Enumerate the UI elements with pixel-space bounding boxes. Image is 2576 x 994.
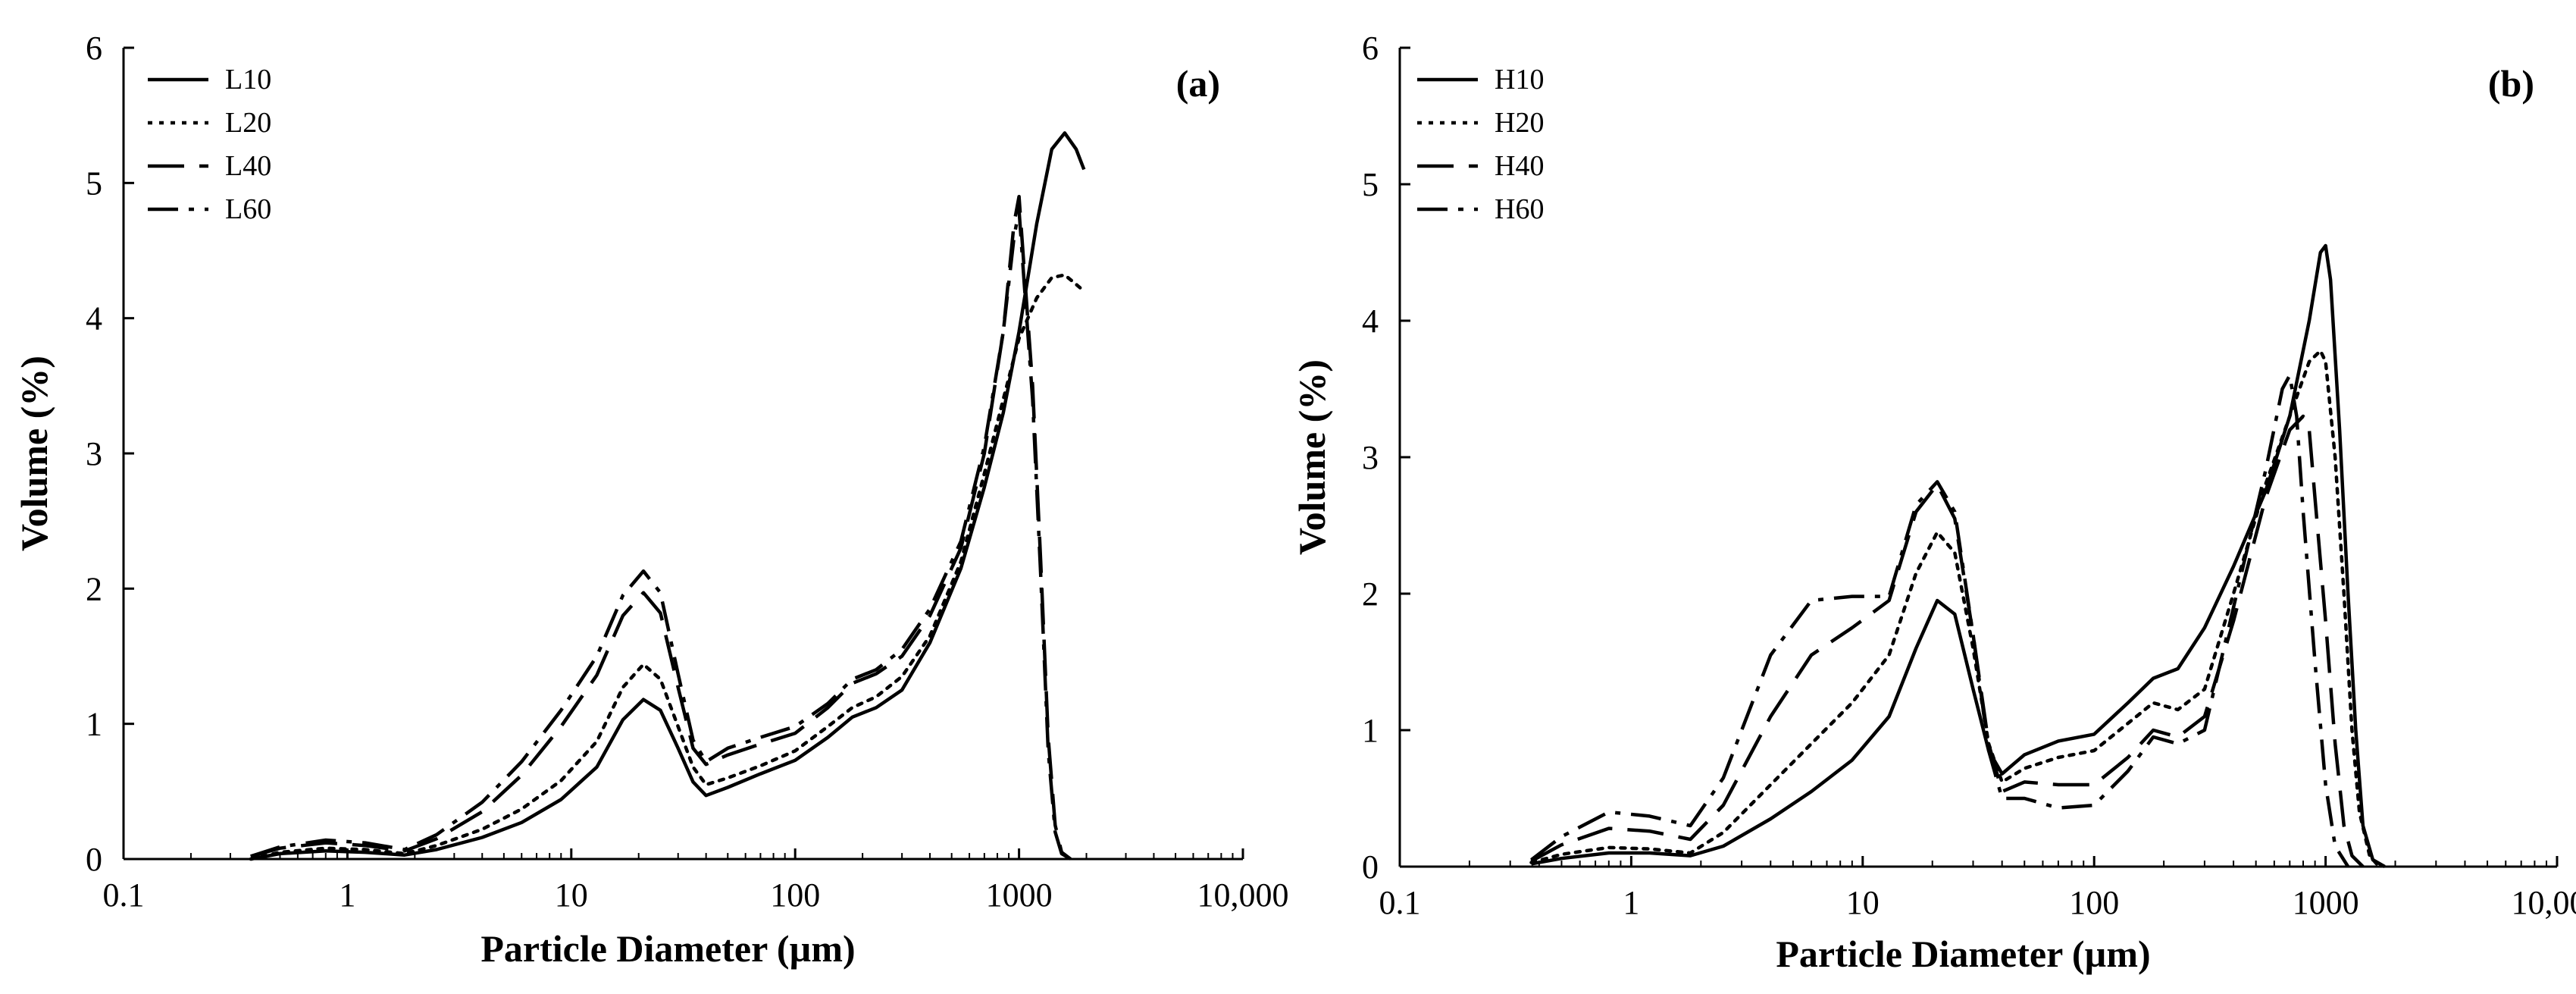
x-tick-label: 10: [1846, 884, 1880, 921]
legend-label-l60: L60: [225, 193, 271, 225]
legend-label-h60: H60: [1495, 193, 1544, 225]
y-tick-label: 0: [1362, 848, 1379, 886]
series-line-l40: [250, 194, 1072, 861]
x-tick-label: 10,000: [1197, 876, 1289, 914]
legend-label-h20: H20: [1495, 107, 1544, 139]
y-tick-label: 3: [1362, 439, 1379, 476]
y-tick-label: 4: [86, 300, 102, 337]
x-axis-title: Particle Diameter (µm): [1776, 933, 2150, 975]
x-tick-label: 10: [555, 876, 588, 914]
x-tick-label: 1: [1623, 884, 1639, 921]
x-tick-label: 100: [770, 876, 820, 914]
y-tick-label: 5: [1362, 166, 1379, 203]
panel-a: 0 1 2 3 4 5 6 0.1 1 10 100 1000 10,000 Particle Diame…: [13, 30, 1289, 970]
x-tick-label: 1000: [2293, 884, 2359, 921]
series-line-h60: [1530, 373, 2350, 868]
panel-b: 0 1 2 3 4 5 6 0.1 1 10 100 1000 10,000 Particle Diame…: [1291, 30, 2576, 975]
y-tick-label: 6: [86, 30, 102, 67]
legend-label-l10: L10: [225, 64, 271, 96]
y-tick-label: 2: [86, 570, 102, 607]
y-tick-label: 1: [1362, 712, 1379, 749]
legend-label-l40: L40: [225, 150, 271, 182]
y-tick-label: 2: [1362, 575, 1379, 613]
legend-label-h40: H40: [1495, 150, 1544, 182]
y-axis-title: Volume (%): [1291, 359, 1333, 555]
series-line-l60: [250, 208, 1072, 861]
legend-label-h10: H10: [1495, 64, 1544, 96]
legend-label-l20: L20: [225, 107, 271, 139]
y-tick-label: 5: [86, 165, 102, 202]
x-tick-label: 1000: [986, 876, 1053, 914]
x-axis-title: Particle Diameter (µm): [480, 927, 855, 970]
series-line-h10: [1531, 243, 2386, 868]
x-tick-label: 1: [339, 876, 355, 914]
y-tick-label: 4: [1362, 303, 1379, 340]
series-line-l10: [250, 131, 1086, 861]
x-tick-label: 100: [2069, 884, 2119, 921]
x-tick-label: 0.1: [103, 876, 145, 914]
x-tick-label: 10,000: [2512, 884, 2576, 921]
y-axis-title: Volume (%): [13, 356, 55, 551]
x-tick-label: 0.1: [1379, 884, 1421, 921]
series-line-l20: [249, 273, 1086, 861]
y-tick-label: 3: [86, 435, 102, 472]
panel-label: (b): [2488, 62, 2534, 105]
y-tick-label: 6: [1362, 30, 1379, 67]
series-line-h20: [1529, 349, 2381, 869]
y-tick-label: 1: [86, 706, 102, 743]
series-line-h40: [1530, 414, 2365, 868]
y-tick-label: 0: [86, 841, 102, 878]
panel-label: (a): [1176, 62, 1220, 105]
